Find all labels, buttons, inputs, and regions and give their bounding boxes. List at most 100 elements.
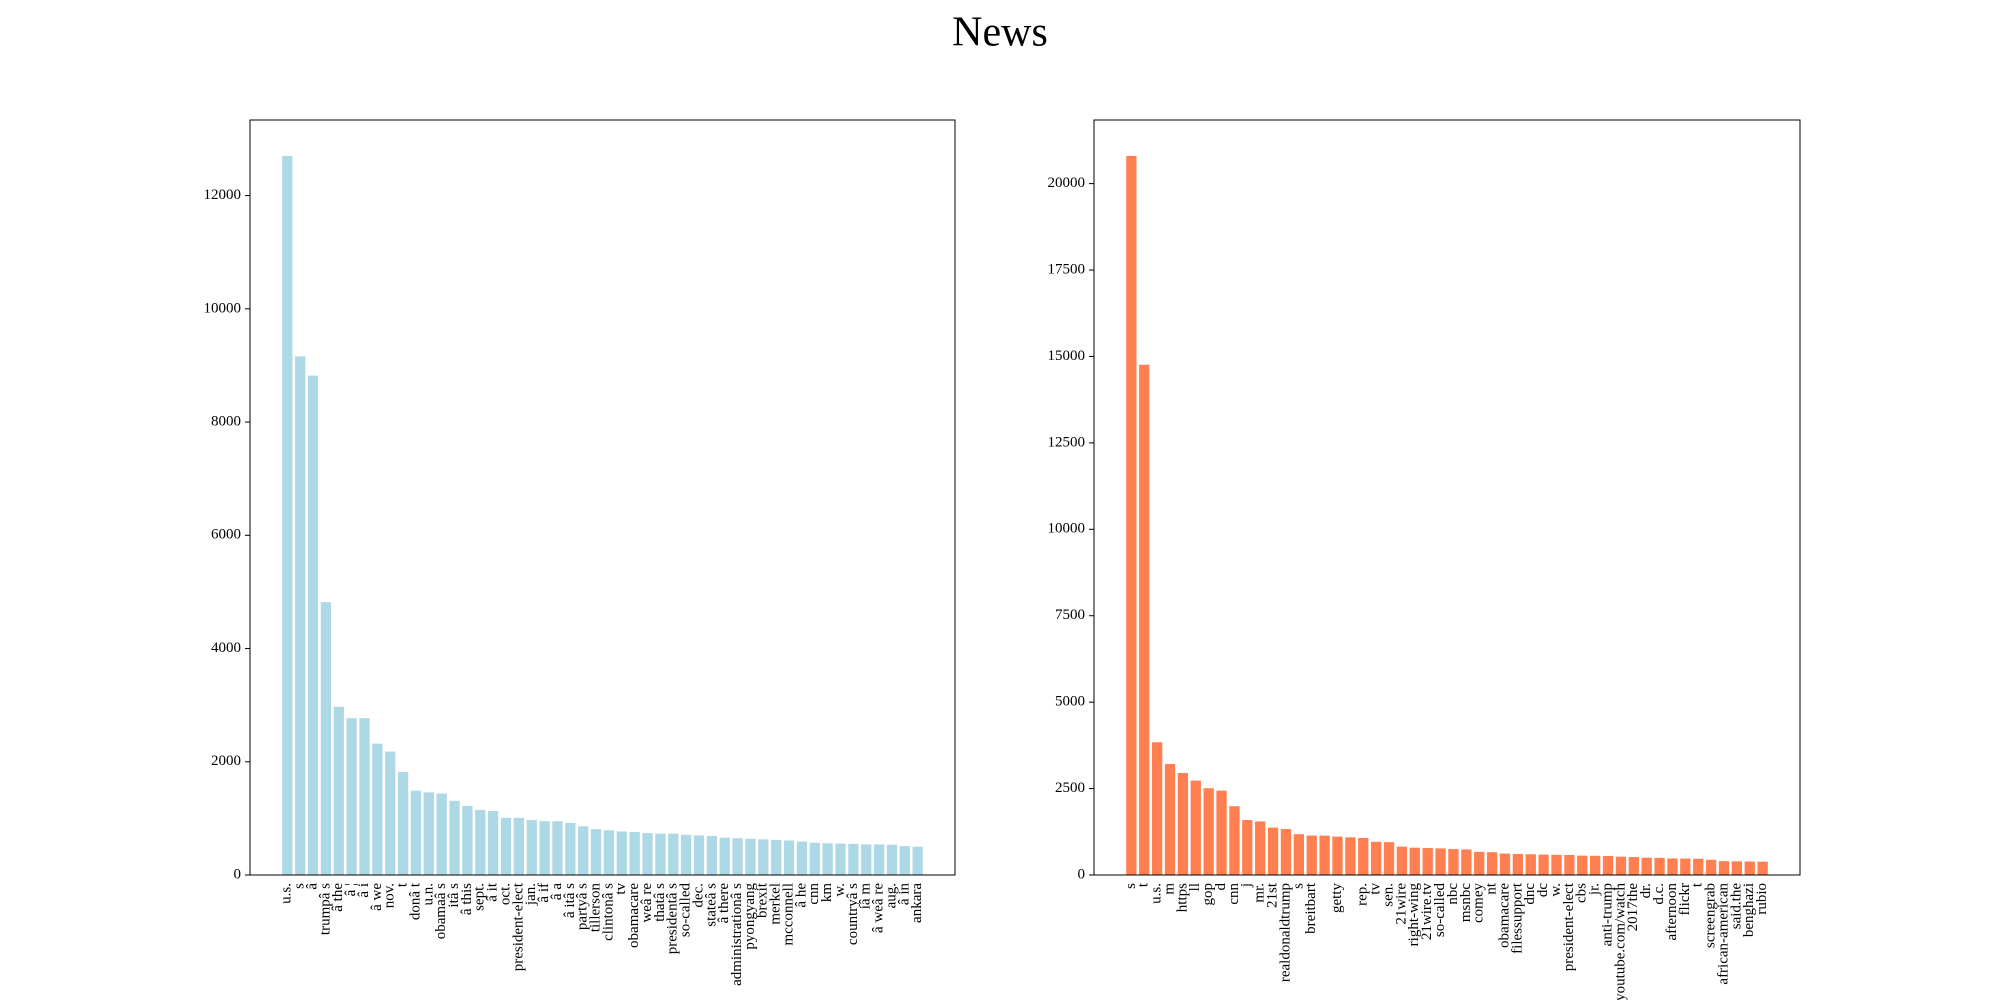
x-tick-label: â it xyxy=(485,882,501,902)
y-tick-label: 2000 xyxy=(211,753,241,769)
bar xyxy=(526,820,537,875)
bar xyxy=(1177,773,1189,875)
bar xyxy=(282,155,293,875)
x-tick-label: flickr xyxy=(1677,883,1693,915)
x-tick-label: w. xyxy=(832,883,848,897)
x-tick-label: dec. xyxy=(690,883,706,908)
x-tick-label: msnbc xyxy=(1458,883,1474,923)
bar xyxy=(1422,848,1433,875)
bar xyxy=(1242,820,1253,875)
x-tick-label: cnn xyxy=(1226,883,1242,905)
bar xyxy=(771,839,782,875)
x-tick-label: â itâ s xyxy=(562,883,578,918)
x-tick-label: jan. xyxy=(523,883,539,906)
x-tick-label: oct. xyxy=(497,883,513,905)
bar xyxy=(307,375,319,875)
bar xyxy=(1267,827,1279,875)
x-tick-label: â this xyxy=(459,883,475,915)
bar xyxy=(423,792,434,875)
x-tick-label: administrationâ s xyxy=(729,883,745,986)
x-tick-label: said.the xyxy=(1728,883,1744,930)
bar xyxy=(1486,852,1498,875)
x-tick-label: screengrab xyxy=(1703,883,1719,948)
y-tick-label: 15000 xyxy=(1048,348,1086,364)
bar xyxy=(462,805,473,875)
x-tick-label: 21wire xyxy=(1393,883,1409,925)
x-tick-label: tv xyxy=(1368,883,1384,895)
y-tick-label: 2500 xyxy=(1055,780,1085,796)
bar xyxy=(1216,790,1227,875)
x-tick-label: â there xyxy=(716,883,732,924)
bar xyxy=(1370,841,1382,875)
bar xyxy=(1615,856,1627,875)
bar xyxy=(835,843,846,875)
bar xyxy=(1667,858,1678,875)
bar xyxy=(912,846,923,875)
bar xyxy=(680,834,692,875)
x-tick-label: merkel xyxy=(768,883,784,925)
bar xyxy=(668,833,679,875)
x-tick-label: â we xyxy=(369,883,385,911)
x-tick-label: dnc xyxy=(1522,883,1538,905)
bar xyxy=(436,793,447,875)
bar xyxy=(822,843,833,875)
bar xyxy=(642,833,653,875)
bar xyxy=(655,833,666,875)
bar xyxy=(848,843,859,875)
bar xyxy=(1693,858,1704,875)
bar xyxy=(1461,849,1472,875)
y-tick-label: 12000 xyxy=(204,187,242,203)
x-tick-label: realdonaldtrump xyxy=(1277,883,1293,982)
x-tick-label: youtube.com/watch xyxy=(1612,883,1628,1000)
bar xyxy=(809,842,820,875)
x-tick-label: cbs xyxy=(1574,883,1590,903)
bar xyxy=(1126,155,1137,875)
bar xyxy=(552,821,563,875)
bar xyxy=(397,771,409,875)
x-tick-label: benghazi xyxy=(1741,883,1757,937)
bar xyxy=(1512,853,1524,875)
bar xyxy=(1448,849,1459,875)
x-tick-label: tv xyxy=(613,883,629,895)
bar xyxy=(1306,835,1317,875)
bar xyxy=(629,831,640,875)
y-tick-label: 4000 xyxy=(211,640,241,656)
bar xyxy=(1731,861,1743,875)
x-tick-label: â if xyxy=(536,883,552,903)
x-tick-label: â ¦ xyxy=(343,883,359,896)
bar xyxy=(899,846,910,875)
bar xyxy=(1564,854,1575,875)
bar xyxy=(1255,821,1266,875)
bar xyxy=(1280,829,1292,875)
bar xyxy=(565,822,576,875)
x-tick-label: nov. xyxy=(382,883,398,908)
figure-title: News xyxy=(952,10,1048,56)
x-tick-label: s xyxy=(292,883,308,889)
x-tick-label: cnn xyxy=(806,883,822,905)
bar xyxy=(372,743,383,875)
x-tick-label: weâ re xyxy=(639,883,655,923)
x-tick-label: u.s. xyxy=(279,883,295,904)
x-tick-label: u.s. xyxy=(1149,883,1165,904)
y-tick-label: 5000 xyxy=(1055,694,1085,710)
bar xyxy=(1409,847,1420,875)
bar xyxy=(616,831,627,875)
x-tick-label: dc xyxy=(1535,883,1551,898)
bar xyxy=(706,835,717,875)
x-tick-label: mr. xyxy=(1252,883,1268,903)
bar xyxy=(578,826,589,875)
bar xyxy=(693,835,705,875)
bar xyxy=(1332,836,1343,875)
x-tick-label: â the xyxy=(330,883,346,912)
bar xyxy=(1319,835,1330,875)
x-tick-label: obamacare xyxy=(626,883,642,948)
bar xyxy=(295,356,306,875)
y-tick-label: 7500 xyxy=(1055,607,1085,623)
x-tick-label: getty xyxy=(1329,883,1345,913)
bar xyxy=(1190,780,1201,875)
bar xyxy=(1718,861,1730,875)
x-tick-label: s xyxy=(1123,883,1139,889)
x-tick-label: donâ t xyxy=(407,882,423,920)
x-tick-label: anti-trump xyxy=(1599,883,1615,946)
